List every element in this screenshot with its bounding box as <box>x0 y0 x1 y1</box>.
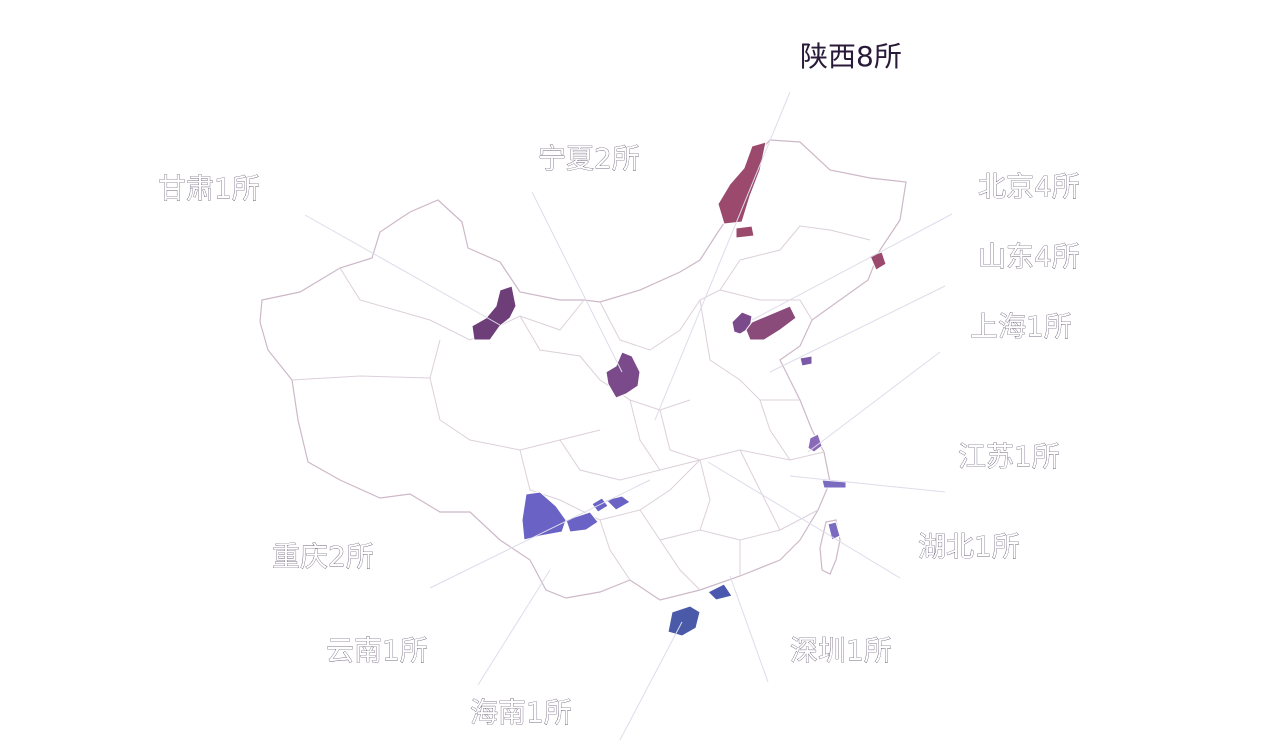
leader-hainan <box>619 621 683 741</box>
region-shandong[interactable] <box>745 305 797 341</box>
leader-beijing <box>751 213 953 321</box>
region-shaanxi-south[interactable] <box>735 225 755 239</box>
label-chongqing: 重庆2所 <box>272 540 374 573</box>
province-borders <box>291 225 871 591</box>
leader-shanghai <box>807 351 941 453</box>
region-taiwan-marker[interactable] <box>827 521 841 541</box>
leader-jiangsu <box>789 475 946 493</box>
label-shenzhen: 深圳1所 <box>790 634 892 667</box>
region-shaanxi[interactable] <box>717 141 767 225</box>
highlighted-regions <box>471 141 887 637</box>
label-shanghai: 上海1所 <box>970 310 1072 343</box>
region-shanghai[interactable] <box>799 355 813 367</box>
label-yunnan: 云南1所 <box>326 634 428 667</box>
region-jiangsu[interactable] <box>807 433 823 453</box>
label-shaanxi: 陕西8所 <box>800 40 902 73</box>
region-gansu[interactable] <box>471 285 517 341</box>
region-yunnan-east[interactable] <box>605 495 631 511</box>
leader-shandong <box>769 285 946 373</box>
leader-gansu <box>304 214 501 326</box>
label-beijing: 北京4所 <box>978 170 1080 203</box>
leader-yunnan <box>477 569 551 686</box>
leader-hubei <box>707 461 901 579</box>
label-ningxia: 宁夏2所 <box>538 142 640 175</box>
leader-chongqing <box>429 479 651 589</box>
leader-ningxia <box>531 191 623 373</box>
label-hubei: 湖北1所 <box>918 530 1020 563</box>
region-shenzhen[interactable] <box>707 583 733 601</box>
leader-shenzhen <box>729 575 769 683</box>
label-jiangsu: 江苏1所 <box>958 440 1060 473</box>
label-shandong: 山东4所 <box>978 240 1080 273</box>
region-hainan[interactable] <box>667 605 701 637</box>
label-hainan: 海南1所 <box>470 696 572 729</box>
label-gansu: 甘肃1所 <box>158 172 260 205</box>
region-yunnan[interactable] <box>521 491 567 541</box>
leader-shaanxi <box>654 91 791 421</box>
country-outline <box>259 139 907 601</box>
leader-lines <box>304 91 953 741</box>
region-ningxia[interactable] <box>605 351 641 399</box>
region-chongqing[interactable] <box>565 511 599 533</box>
region-labels: 陕西8所 宁夏2所 甘肃1所 北京4所 山东4所 上海1所 江苏1所 湖北1所 … <box>158 39 1080 729</box>
